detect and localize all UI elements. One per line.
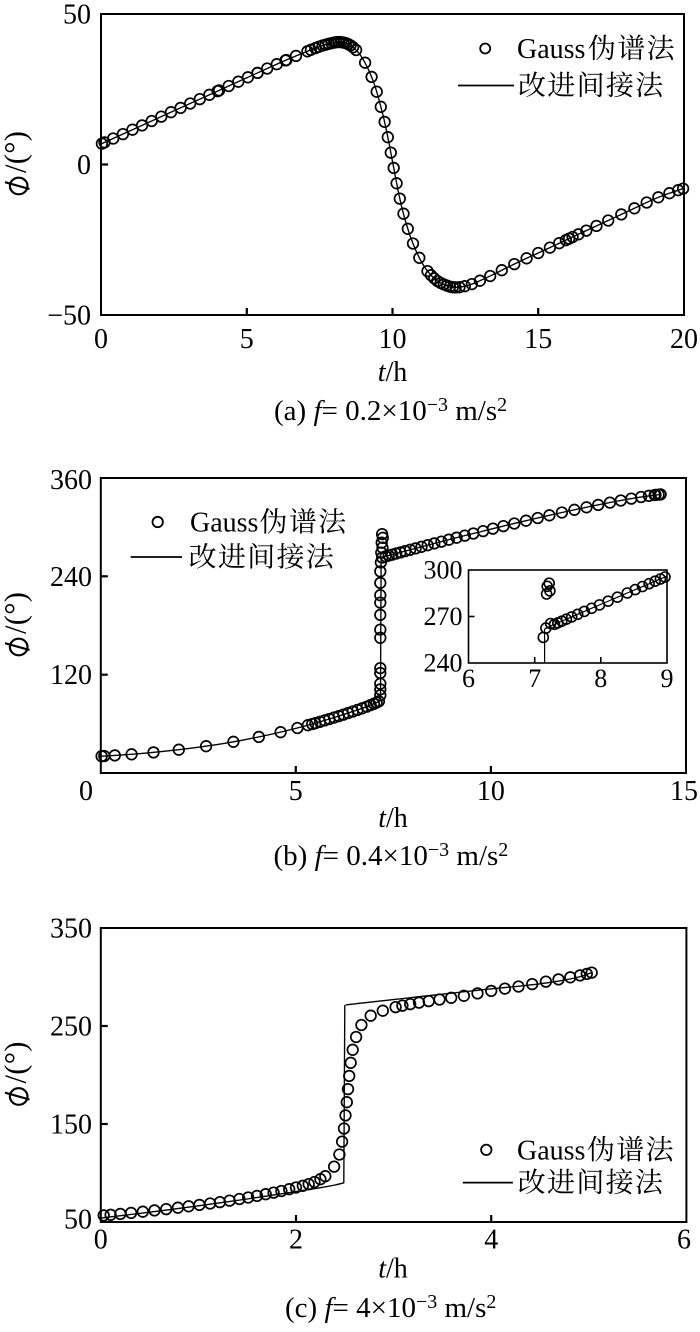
svg-text:t/h: t/h [378,1254,408,1285]
svg-text:Gauss: Gauss [517,34,585,65]
svg-text:/(°): /(°) [0,1041,33,1083]
svg-text:9: 9 [661,664,674,693]
svg-text:15: 15 [670,776,698,807]
svg-text:0: 0 [77,150,91,181]
svg-text:6: 6 [677,1225,691,1256]
svg-text:6: 6 [462,664,475,693]
svg-text:120: 120 [50,660,92,691]
svg-text:5: 5 [240,324,254,355]
svg-text:7: 7 [528,664,541,693]
svg-text:360: 360 [50,465,92,496]
svg-text:270: 270 [424,602,463,631]
svg-text:50: 50 [63,0,91,31]
svg-text:0: 0 [94,324,108,355]
svg-text:Gauss: Gauss [190,508,258,539]
svg-text:t/h: t/h [378,357,408,388]
svg-text:15: 15 [524,324,552,355]
svg-text:4: 4 [484,1225,498,1256]
svg-text:/(°): /(°) [0,131,33,173]
svg-text:300: 300 [424,556,463,585]
svg-text:240: 240 [424,649,463,678]
svg-text:(a) f= 0.2×10−3 m/s2: (a) f= 0.2×10−3 m/s2 [274,394,507,427]
svg-text:350: 350 [50,914,92,945]
svg-text:−50: −50 [47,301,91,332]
svg-text:20: 20 [670,324,698,355]
svg-text:0: 0 [79,776,93,807]
svg-text:Gauss: Gauss [517,1135,585,1166]
svg-text:250: 250 [50,1012,92,1043]
svg-text:0: 0 [94,1225,108,1256]
svg-text:8: 8 [594,664,607,693]
svg-text:10: 10 [379,324,407,355]
svg-text:10: 10 [477,776,505,807]
svg-text:240: 240 [50,562,92,593]
svg-text:2: 2 [289,1225,303,1256]
svg-text:50: 50 [64,1205,92,1236]
svg-text:150: 150 [50,1110,92,1141]
svg-text:t/h: t/h [378,803,408,834]
svg-text:/(°): /(°) [0,592,33,634]
svg-text:(b) f= 0.4×10−3 m/s2: (b) f= 0.4×10−3 m/s2 [274,839,509,872]
svg-text:(c) f= 4×10−3 m/s2: (c) f= 4×10−3 m/s2 [285,1291,496,1324]
svg-text:5: 5 [289,776,303,807]
